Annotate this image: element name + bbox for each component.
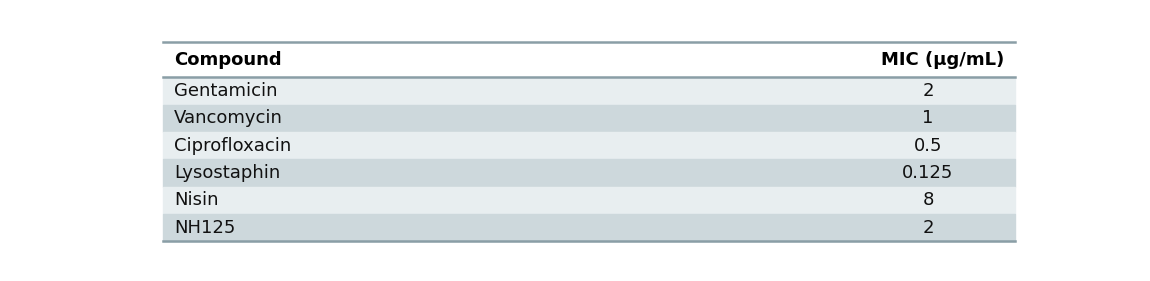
Text: Vancomycin: Vancomycin [174, 109, 283, 127]
Text: 0.125: 0.125 [903, 164, 953, 182]
Text: Compound: Compound [174, 51, 282, 69]
Text: MIC (μg/mL): MIC (μg/mL) [881, 51, 1005, 69]
Bar [163, 187, 1015, 214]
Text: Lysostaphin: Lysostaphin [174, 164, 281, 182]
Text: Gentamicin: Gentamicin [174, 82, 277, 100]
Text: 1: 1 [922, 109, 934, 127]
Bar [163, 159, 1015, 187]
Bar [163, 42, 1015, 77]
Bar [163, 105, 1015, 132]
Text: 2: 2 [922, 219, 934, 237]
Bar [163, 77, 1015, 105]
Bar [163, 132, 1015, 159]
Text: 8: 8 [922, 191, 934, 209]
Text: 0.5: 0.5 [914, 137, 942, 155]
Text: Ciprofloxacin: Ciprofloxacin [174, 137, 291, 155]
Text: Nisin: Nisin [174, 191, 218, 209]
Text: NH125: NH125 [174, 219, 236, 237]
Text: 2: 2 [922, 82, 934, 100]
Bar [163, 214, 1015, 241]
